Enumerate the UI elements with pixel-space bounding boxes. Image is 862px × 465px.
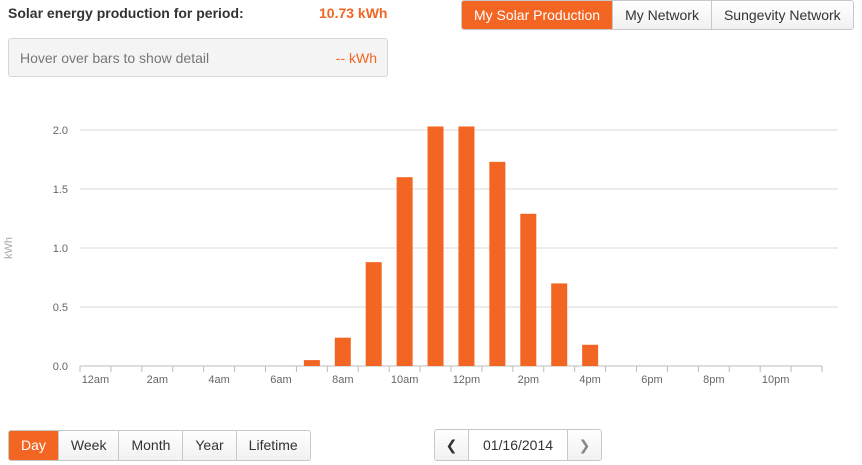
bar	[520, 213, 537, 366]
date-navigator: ❮ 01/16/2014 ❯	[434, 429, 602, 461]
bar	[458, 126, 475, 367]
x-tick-label: 6am	[270, 374, 291, 386]
y-axis-label: kWh	[3, 237, 15, 259]
x-tick-label: 6pm	[641, 374, 662, 386]
range-lifetime-button[interactable]: Lifetime	[235, 431, 310, 460]
date-display[interactable]: 01/16/2014	[469, 430, 567, 460]
bar	[396, 177, 413, 366]
x-tick-label: 2pm	[518, 374, 539, 386]
hover-detail-value: -- kWh	[335, 50, 377, 66]
y-tick-label: 1.5	[53, 184, 68, 196]
chevron-right-icon[interactable]: ❯	[567, 430, 601, 460]
bar	[427, 126, 444, 367]
bar	[551, 283, 568, 366]
x-tick-label: 8pm	[703, 374, 724, 386]
x-tick-label: 2am	[147, 374, 168, 386]
range-week-button[interactable]: Week	[57, 431, 119, 460]
summary-value: 10.73 kWh	[319, 5, 388, 21]
tab-my-network[interactable]: My Network	[612, 1, 711, 29]
range-year-button[interactable]: Year	[182, 431, 236, 460]
hover-detail-box: Hover over bars to show detail -- kWh	[8, 38, 388, 77]
summary-label: Solar energy production for period:	[8, 5, 244, 21]
x-tick-label: 10am	[391, 374, 419, 386]
x-tick-label: 12am	[82, 374, 110, 386]
y-tick-label: 0.5	[53, 302, 68, 314]
y-tick-label: 2.0	[53, 125, 68, 137]
y-tick-label: 0.0	[53, 361, 68, 373]
bar	[303, 360, 320, 366]
tab-sungevity-network[interactable]: Sungevity Network	[710, 1, 853, 29]
x-tick-label: 4am	[208, 374, 229, 386]
range-day-button[interactable]: Day	[9, 431, 58, 460]
x-tick-label: 8am	[332, 374, 353, 386]
y-tick-label: 1.0	[53, 243, 68, 255]
bar	[582, 344, 599, 366]
bar	[365, 262, 382, 366]
x-tick-label: 4pm	[579, 374, 600, 386]
chevron-left-icon[interactable]: ❮	[435, 430, 469, 460]
hover-detail-text: Hover over bars to show detail	[20, 50, 210, 66]
bar	[334, 337, 351, 366]
production-chart: 0.0 0.5 1.0 1.5 2.0 kWh 12am 2am 4am 6am 8am 10am 12…	[3, 125, 838, 386]
range-month-button[interactable]: Month	[118, 431, 183, 460]
x-tick-label: 10pm	[762, 374, 790, 386]
bar	[489, 161, 506, 366]
view-tabs: My Solar Production My Network Sungevity…	[461, 0, 854, 30]
x-tick-label: 12pm	[453, 374, 481, 386]
range-selector: Day Week Month Year Lifetime	[8, 430, 311, 461]
tab-my-solar-production[interactable]: My Solar Production	[462, 1, 613, 29]
